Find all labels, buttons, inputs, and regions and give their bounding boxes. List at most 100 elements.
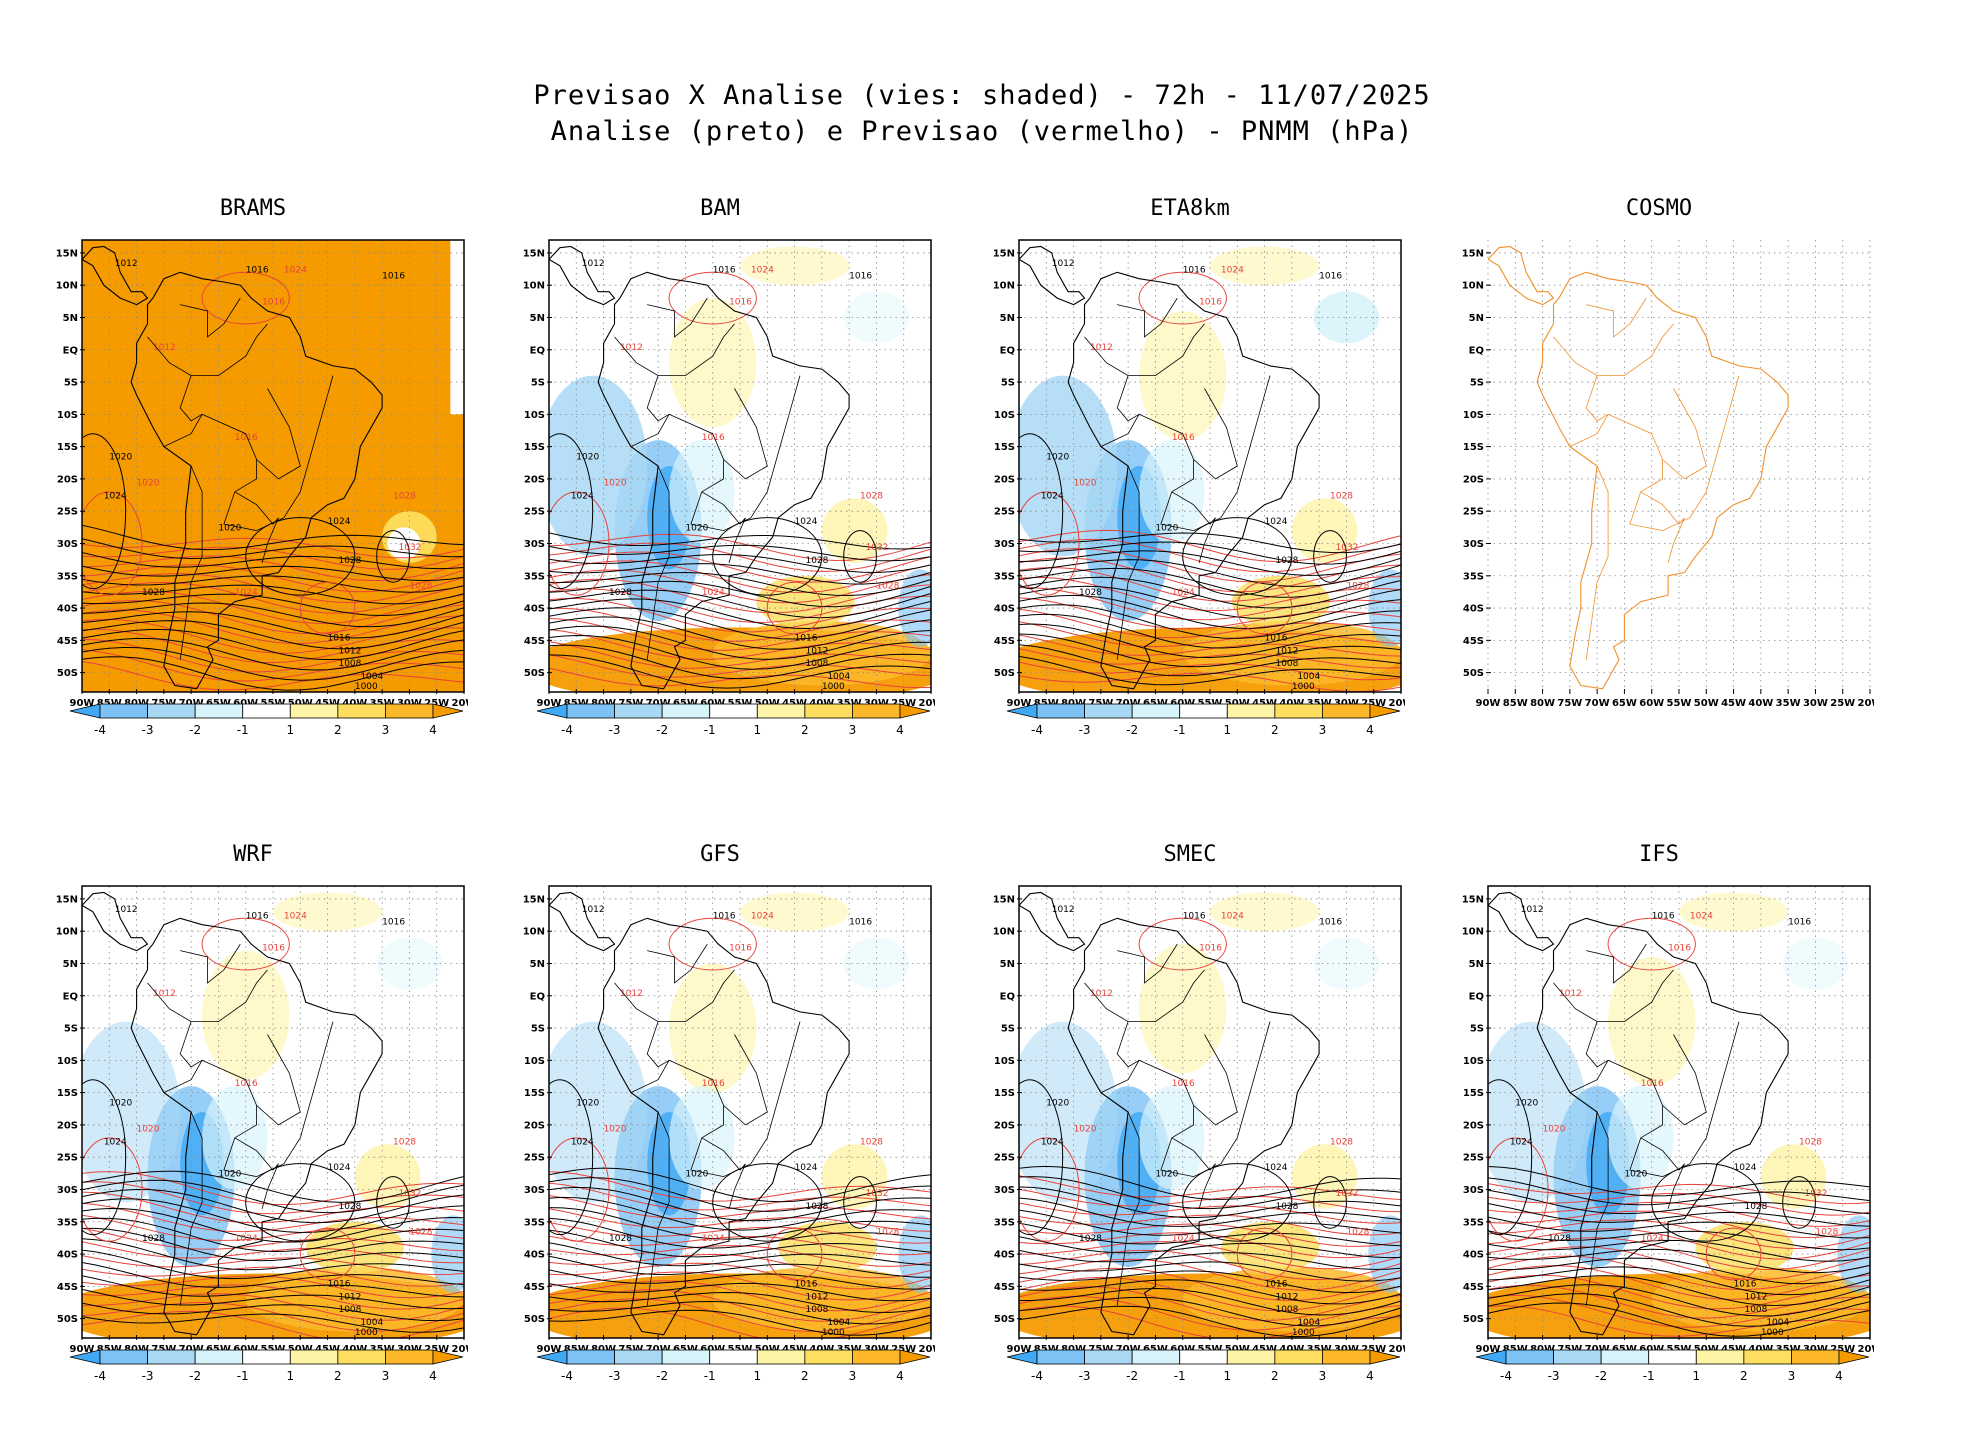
lat-tick-label: 45S (57, 1282, 78, 1293)
lon-tick-label: 40W (1748, 698, 1773, 709)
contour-label-analysis: 1012 (1052, 259, 1075, 269)
contour-label-analysis: 1000 (1292, 1328, 1315, 1338)
lon-tick-label: 60W (1170, 1344, 1195, 1355)
contour-label-analysis: 1024 (104, 491, 127, 501)
colorbar-segment (1505, 1349, 1554, 1365)
contour-label-analysis: 1028 (338, 1202, 361, 1212)
colorbar-label: -2 (1126, 723, 1138, 737)
contour-label-forecast: 1028 (1815, 1228, 1838, 1238)
colorbar-label: -1 (1643, 1369, 1655, 1383)
contour-label-forecast: 1024 (751, 265, 774, 275)
lon-tick-label: 45W (782, 1344, 807, 1355)
map-frame: 1012 1016 1016 1020 1024 1028 1028 1024 1020 1016… (993, 885, 1405, 1355)
colorbar-label: -3 (1548, 1369, 1560, 1383)
contour-label-analysis: 1024 (1041, 1137, 1064, 1147)
contour-label-analysis: 1020 (1046, 453, 1069, 463)
colorbar-label: 3 (1788, 1369, 1796, 1383)
colorbar-label: 4 (1835, 1369, 1843, 1383)
contour-label-analysis: 1024 (571, 491, 594, 501)
lon-tick-label: 45W (315, 698, 340, 709)
contour-label-analysis: 1016 (246, 911, 269, 921)
colorbar-segment (147, 703, 196, 719)
lon-tick-label: 20W (919, 698, 935, 709)
lon-tick-label: 90W (70, 698, 95, 709)
lat-tick-label: 40S (994, 604, 1015, 615)
contour-label-forecast: 1020 (137, 1124, 160, 1134)
lon-tick-label: 60W (233, 698, 258, 709)
colorbar-label: 2 (1271, 1369, 1279, 1383)
lat-tick-label: 10N (993, 281, 1015, 292)
contour-label-analysis: 1016 (246, 265, 269, 275)
contour-label-analysis: 1024 (1510, 1137, 1533, 1147)
lat-tick-label: 30S (1463, 1185, 1484, 1196)
coastline (82, 245, 383, 690)
colorbar-label: 1 (286, 723, 294, 737)
contour-label-analysis: 1000 (822, 1328, 845, 1338)
lon-tick-label: 20W (1858, 1344, 1874, 1355)
colorbar-segment (1036, 703, 1085, 719)
colorbar-segment (899, 1349, 931, 1365)
lat-tick-label: 25S (1463, 507, 1484, 518)
colorbar-segment (1648, 1349, 1697, 1365)
lon-tick-label: 75W (1557, 698, 1582, 709)
colorbar-segment (1084, 703, 1133, 719)
lat-tick-label: 45S (57, 636, 78, 647)
contour-label-analysis: 1016 (328, 1279, 351, 1289)
contour-label-analysis: 1012 (338, 1292, 361, 1302)
contour-label-forecast: 1024 (1221, 265, 1244, 275)
lat-tick-label: 35S (57, 571, 78, 582)
lat-tick-label: 25S (524, 1153, 545, 1164)
contour-label-analysis: 1024 (328, 1163, 351, 1173)
lat-tick-label: 40S (57, 1250, 78, 1261)
lon-tick-label: 65W (1612, 1344, 1637, 1355)
lon-tick-label: 90W (1476, 1344, 1501, 1355)
contour-label-analysis: 1016 (1265, 1279, 1288, 1289)
contour-label-analysis: 1008 (1744, 1305, 1767, 1315)
lon-tick-label: 20W (919, 1344, 935, 1355)
contour-label-forecast: 1024 (1172, 1234, 1195, 1244)
colorbar-label: -1 (704, 723, 716, 737)
colorbar-segment (432, 703, 464, 719)
lat-tick-label: 50S (1463, 1314, 1484, 1325)
contour-label-analysis: 1028 (805, 1202, 828, 1212)
lon-tick-label: 55W (1198, 698, 1223, 709)
lon-tick-label: 40W (342, 1344, 367, 1355)
lat-tick-label: 45S (994, 636, 1015, 647)
contour-label-analysis: 1012 (115, 259, 138, 269)
lat-tick-label: 5S (1470, 1024, 1484, 1035)
contour-label-analysis: 1024 (1265, 517, 1288, 527)
contour-label-forecast: 1028 (1330, 491, 1353, 501)
lat-tick-label: 20S (524, 1120, 545, 1131)
lat-tick-label: 40S (57, 604, 78, 615)
pressure-contours (1019, 271, 1401, 692)
colorbar-label: -3 (142, 723, 154, 737)
panel-title: IFS (1639, 842, 1679, 867)
colorbar-label: 2 (1740, 1369, 1748, 1383)
lon-tick-label: 25W (424, 1344, 449, 1355)
lon-tick-label: 90W (70, 1344, 95, 1355)
contour-label-analysis: 1024 (1734, 1163, 1757, 1173)
lat-tick-label: 25S (1463, 1153, 1484, 1164)
lat-tick-label: 5S (1470, 378, 1484, 389)
lon-tick-label: 65W (206, 1344, 231, 1355)
colorbar-label: -3 (609, 723, 621, 737)
colorbar-segment (337, 703, 386, 719)
lon-tick-label: 85W (1034, 1344, 1059, 1355)
lon-tick-label: 30W (397, 698, 422, 709)
lon-tick-label: 65W (1612, 698, 1637, 709)
contour-label-analysis: 1016 (849, 272, 872, 282)
lat-tick-label: 5S (1001, 378, 1015, 389)
panel-smec: SMEC 1012 1016 1016 1020 1024 1028 1028 1024 102… (975, 842, 1405, 1402)
lon-tick-label: 60W (1639, 1344, 1664, 1355)
lon-tick-label: 60W (1639, 698, 1664, 709)
contour-label-forecast: 1024 (1172, 588, 1195, 598)
lat-tick-label: 10S (524, 410, 545, 421)
lat-tick-label: 40S (524, 604, 545, 615)
colorbar-segment (1006, 703, 1038, 719)
colorbar-segment (709, 703, 758, 719)
contour-label-forecast: 1020 (604, 1124, 627, 1134)
contour-label-analysis: 1008 (805, 1305, 828, 1315)
contour-label-forecast: 1016 (1641, 1079, 1664, 1089)
colorbar-segment (661, 703, 711, 719)
colorbar: -4 -3 -2 -1 1 2 3 4 (1006, 703, 1401, 737)
